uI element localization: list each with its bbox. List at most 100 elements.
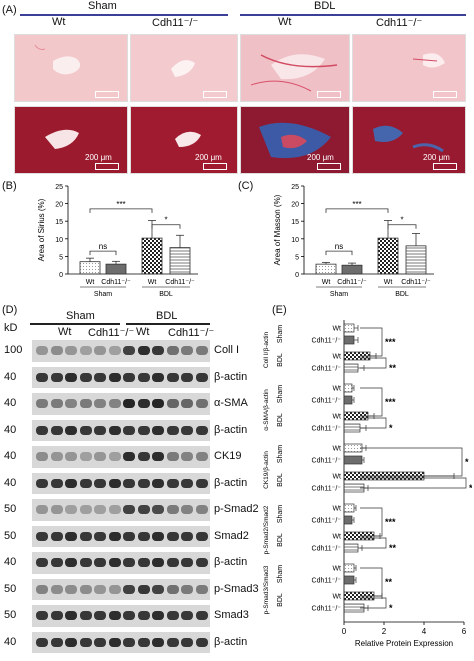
blot-band (181, 478, 193, 488)
blot-row-label: CK19 (214, 450, 242, 462)
x-tick-label: Wt (86, 279, 95, 286)
blot-band (195, 452, 208, 461)
sig-bracket (360, 537, 387, 549)
blot-row-label: Coll I (214, 344, 240, 356)
bar (79, 261, 101, 275)
row-label: Cdh11⁻/⁻ (312, 518, 342, 525)
row-label: Cdh11⁻/⁻ (312, 458, 342, 465)
row-label: Wt (332, 566, 341, 573)
sirius-image-sham-cdh11 (130, 34, 238, 102)
blot-band (123, 372, 135, 382)
blot-band (123, 558, 135, 567)
sig-label: * (469, 483, 472, 493)
blot-band (137, 399, 150, 408)
scale-bar (95, 163, 119, 170)
x-tick-label: 4 (422, 627, 427, 636)
blot-band (137, 584, 150, 594)
blot-strip (32, 340, 210, 362)
sig-bracket (360, 477, 467, 489)
x-tick-label: 6 (462, 627, 467, 636)
sirius-image-bdl-cdh11 (352, 34, 466, 102)
row-label: Cdh11⁻/⁻ (312, 606, 342, 613)
bar (343, 563, 355, 573)
blot-band (79, 425, 92, 435)
bar (343, 423, 361, 433)
blot-band (65, 637, 77, 647)
blot-band (94, 399, 106, 408)
section-label: α-SMA/β-actin (263, 389, 270, 431)
blot-band (94, 611, 106, 620)
bar (343, 363, 359, 373)
sig-bracket-label: ns (335, 242, 343, 251)
scale-label: 200 μm (423, 153, 450, 162)
blot-band (123, 531, 135, 541)
blot-band (195, 425, 208, 435)
row-label: Wt (332, 446, 341, 453)
blot-row-label: β-actin (214, 635, 248, 648)
blot-band (152, 584, 164, 594)
blot-band (65, 584, 77, 594)
group-label: Sham (277, 325, 284, 343)
subgroup-label: Wt (52, 16, 66, 28)
blot-band (137, 558, 150, 567)
row-label: Wt (332, 414, 341, 421)
sig-bracket (360, 417, 387, 429)
row-label: Wt (332, 506, 341, 513)
blot-band (152, 452, 164, 461)
blot-row-label: β-actin (214, 476, 248, 489)
sig-bracket (151, 224, 181, 229)
bar (169, 247, 191, 275)
bar (343, 443, 363, 453)
group-label: BDL (277, 413, 284, 427)
blot-band (108, 505, 121, 514)
section-label: p-Smad3/Smad3 (263, 565, 270, 614)
blot-band (36, 372, 48, 382)
sig-label: *** (385, 337, 396, 347)
y-tick-label: 0 (295, 272, 299, 279)
blot-band (65, 346, 77, 355)
sig-bracket-label: * (164, 216, 167, 225)
blot-band (152, 637, 164, 647)
row-label: Wt (332, 594, 341, 601)
blot-band (50, 452, 63, 461)
masson-image-bdl-cdh11: 200 μm (352, 106, 466, 174)
blot-band (94, 452, 106, 461)
blot-band (166, 452, 179, 461)
group-label: Sham (277, 385, 284, 403)
row-label: Cdh11⁻/⁻ (312, 486, 342, 493)
bar (105, 263, 127, 275)
blot-band (152, 478, 164, 488)
y-tick-label: 20 (55, 202, 63, 209)
blot-band (137, 452, 150, 461)
blot-band (94, 372, 106, 382)
blot-band (50, 505, 63, 514)
sig-label: * (465, 457, 469, 467)
kd-marker: 40 (4, 556, 17, 568)
blot-band (65, 452, 77, 461)
blot-band (181, 584, 193, 594)
scale-bar (317, 91, 341, 98)
blot-strip (32, 393, 210, 415)
blot-strip (32, 631, 210, 653)
bar (343, 543, 359, 553)
sig-bracket-label: *** (116, 200, 125, 209)
kd-marker: 40 (4, 450, 17, 462)
bar (343, 383, 353, 393)
blot-band (166, 584, 179, 594)
blot-band (137, 611, 150, 620)
blot-band (36, 611, 48, 620)
blot-band (36, 558, 48, 567)
x-axis-label: Relative Protein Expression (355, 639, 453, 648)
blot-band (36, 425, 48, 435)
bar (343, 323, 355, 333)
blot-row-label: β-actin (214, 556, 248, 568)
blot-band (94, 505, 106, 514)
sig-bracket-label: *** (352, 200, 361, 209)
blot-row-label: p-Smad2 (214, 503, 259, 515)
sig-bracket (360, 357, 387, 369)
scale-bar (433, 163, 457, 170)
blot-band (123, 452, 135, 461)
blot-band (181, 531, 193, 541)
group-label: Sham (277, 565, 284, 583)
blot-band (108, 452, 121, 461)
